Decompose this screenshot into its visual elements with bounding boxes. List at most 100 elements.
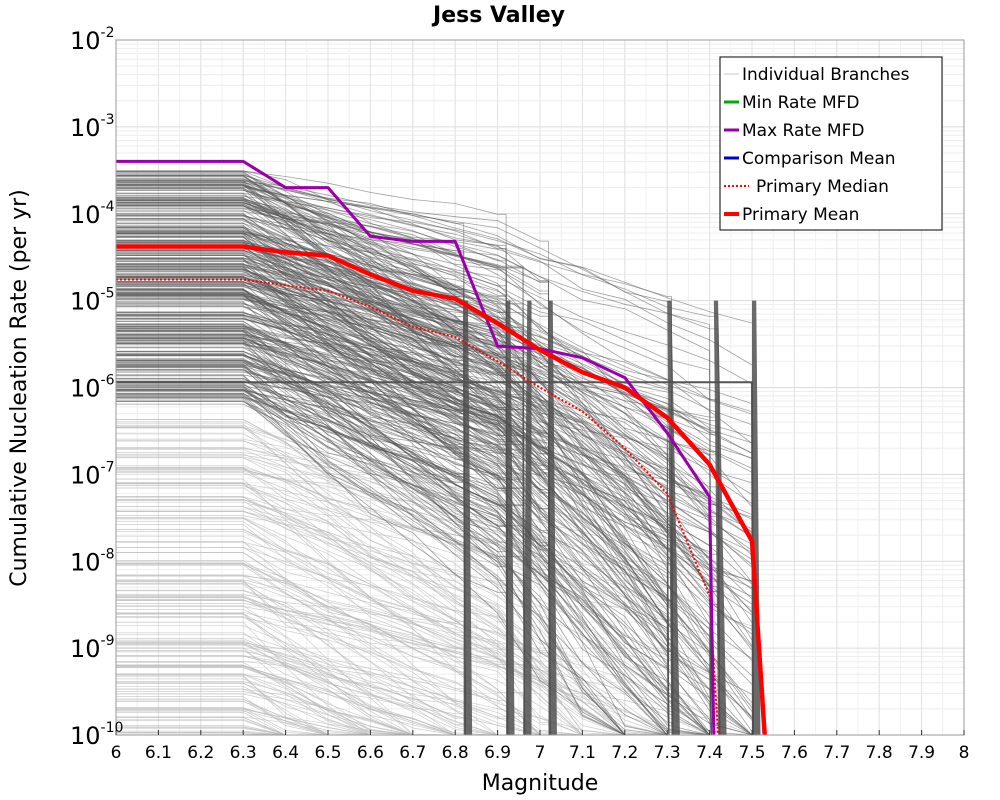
- individual-branch-line: [116, 381, 753, 582]
- legend-box: [719, 56, 943, 231]
- individual-branch-line: [116, 667, 413, 736]
- individual-branch-line: [116, 720, 286, 736]
- individual-branch-line: [116, 303, 551, 736]
- individual-branch-line: [116, 257, 753, 585]
- individual-branch-line: [116, 381, 754, 736]
- individual-branch-line: [116, 564, 541, 736]
- individual-branch-line: [116, 205, 712, 736]
- individual-branch-line: [116, 725, 286, 736]
- max-rate-mfd-line: [116, 159, 716, 736]
- individual-branch-line: [116, 220, 466, 736]
- x-tick-label: 7.7: [823, 743, 850, 763]
- individual-branch-line: [116, 580, 456, 736]
- individual-branch-line: [116, 485, 670, 736]
- legend-label: Individual Branches: [742, 65, 910, 85]
- individual-branch-line: [116, 274, 466, 736]
- individual-branch-line: [116, 693, 413, 736]
- individual-branch-line: [116, 517, 541, 736]
- individual-branch-line: [116, 205, 509, 736]
- individual-branch-line: [116, 344, 712, 736]
- individual-branch-line: [116, 682, 371, 736]
- individual-branch-line: [116, 233, 753, 534]
- individual-branch-line: [116, 644, 541, 736]
- individual-branch-line: [116, 597, 710, 736]
- individual-branch-line: [116, 205, 509, 736]
- individual-branch-line: [116, 359, 551, 736]
- individual-branch-line: [116, 674, 329, 736]
- individual-branch-line: [116, 316, 668, 736]
- individual-branch-line: [116, 641, 498, 736]
- individual-branch-line: [116, 707, 329, 736]
- x-tick-label: 6.9: [484, 743, 511, 763]
- individual-branch-line: [116, 716, 371, 736]
- individual-branch-line: [116, 175, 753, 568]
- individual-branch-line: [116, 288, 753, 704]
- individual-branch-line: [116, 335, 551, 736]
- individual-branch-line: [116, 609, 509, 736]
- individual-branch-line: [116, 323, 551, 736]
- individual-branch-line: [116, 655, 509, 736]
- individual-branch-line: [116, 655, 456, 736]
- branch-cutoff-bundle: [463, 300, 473, 735]
- legend-label: Primary Mean: [742, 205, 859, 225]
- y-tick-label: 10-2: [70, 25, 115, 55]
- y-tick-label: 10-3: [70, 112, 115, 142]
- branch-cutoff-bundle: [523, 300, 532, 735]
- individual-branch-line: [116, 361, 710, 736]
- individual-branch-line: [116, 261, 721, 736]
- branch-cutoff-bundle: [713, 300, 727, 735]
- individual-branch-line: [116, 354, 753, 516]
- primary-mean-line: [116, 244, 767, 736]
- individual-branch-line: [116, 617, 670, 736]
- individual-branch-line: [116, 661, 583, 736]
- individual-branch-line: [116, 341, 551, 736]
- individual-branch-line: [116, 277, 670, 736]
- individual-branch-line: [116, 400, 668, 736]
- individual-branch-line: [116, 596, 414, 736]
- x-tick-label: 7.5: [738, 743, 765, 763]
- individual-branch-line: [116, 552, 551, 736]
- y-tick-label: 10-5: [70, 286, 115, 316]
- individual-branch-line: [116, 231, 551, 736]
- individual-branch-line: [116, 389, 674, 736]
- x-tick-label: 7.4: [696, 743, 723, 763]
- individual-branch-line: [116, 339, 674, 736]
- individual-branch-line: [116, 394, 710, 736]
- x-tick-label: 6.8: [442, 743, 469, 763]
- individual-branch-line: [116, 204, 466, 736]
- individual-branch-line: [116, 178, 753, 324]
- individual-branch-line: [116, 515, 674, 736]
- individual-branch-line: [116, 293, 753, 736]
- individual-branch-line: [116, 294, 753, 437]
- individual-branch-line: [116, 271, 674, 736]
- x-tick-label: 7.2: [611, 743, 638, 763]
- legend-label: Max Rate MFD: [742, 121, 864, 141]
- individual-branch-line: [116, 180, 721, 736]
- x-tick-label: 7.8: [866, 743, 893, 763]
- individual-branch-line: [116, 392, 721, 736]
- x-tick-label: 7.9: [908, 743, 935, 763]
- individual-branch-line: [116, 364, 710, 736]
- individual-branch-line: [116, 599, 466, 736]
- individual-branch-line: [116, 698, 371, 736]
- x-tick-label: 6.4: [272, 743, 299, 763]
- individual-branch-line: [116, 361, 466, 736]
- individual-branch-line: [116, 260, 753, 426]
- individual-branch-line: [116, 709, 329, 736]
- individual-branch-line: [116, 564, 668, 736]
- legend-label: Min Rate MFD: [742, 93, 860, 113]
- individual-branch-line: [116, 230, 466, 736]
- x-tick-label: 7: [535, 743, 546, 763]
- individual-branch-line: [116, 727, 286, 736]
- individual-branch-line: [116, 639, 456, 736]
- individual-branch-line: [116, 650, 466, 736]
- individual-branch-line: [116, 387, 710, 736]
- individual-branch-line: [116, 276, 753, 583]
- individual-branch-line: [116, 599, 551, 736]
- x-tick-label: 6.6: [357, 743, 384, 763]
- individual-branch-line: [116, 575, 466, 736]
- individual-branch-line: [116, 200, 712, 736]
- individual-branch-line: [116, 688, 413, 736]
- individual-branch-line: [116, 293, 670, 736]
- individual-branch-line: [116, 575, 551, 736]
